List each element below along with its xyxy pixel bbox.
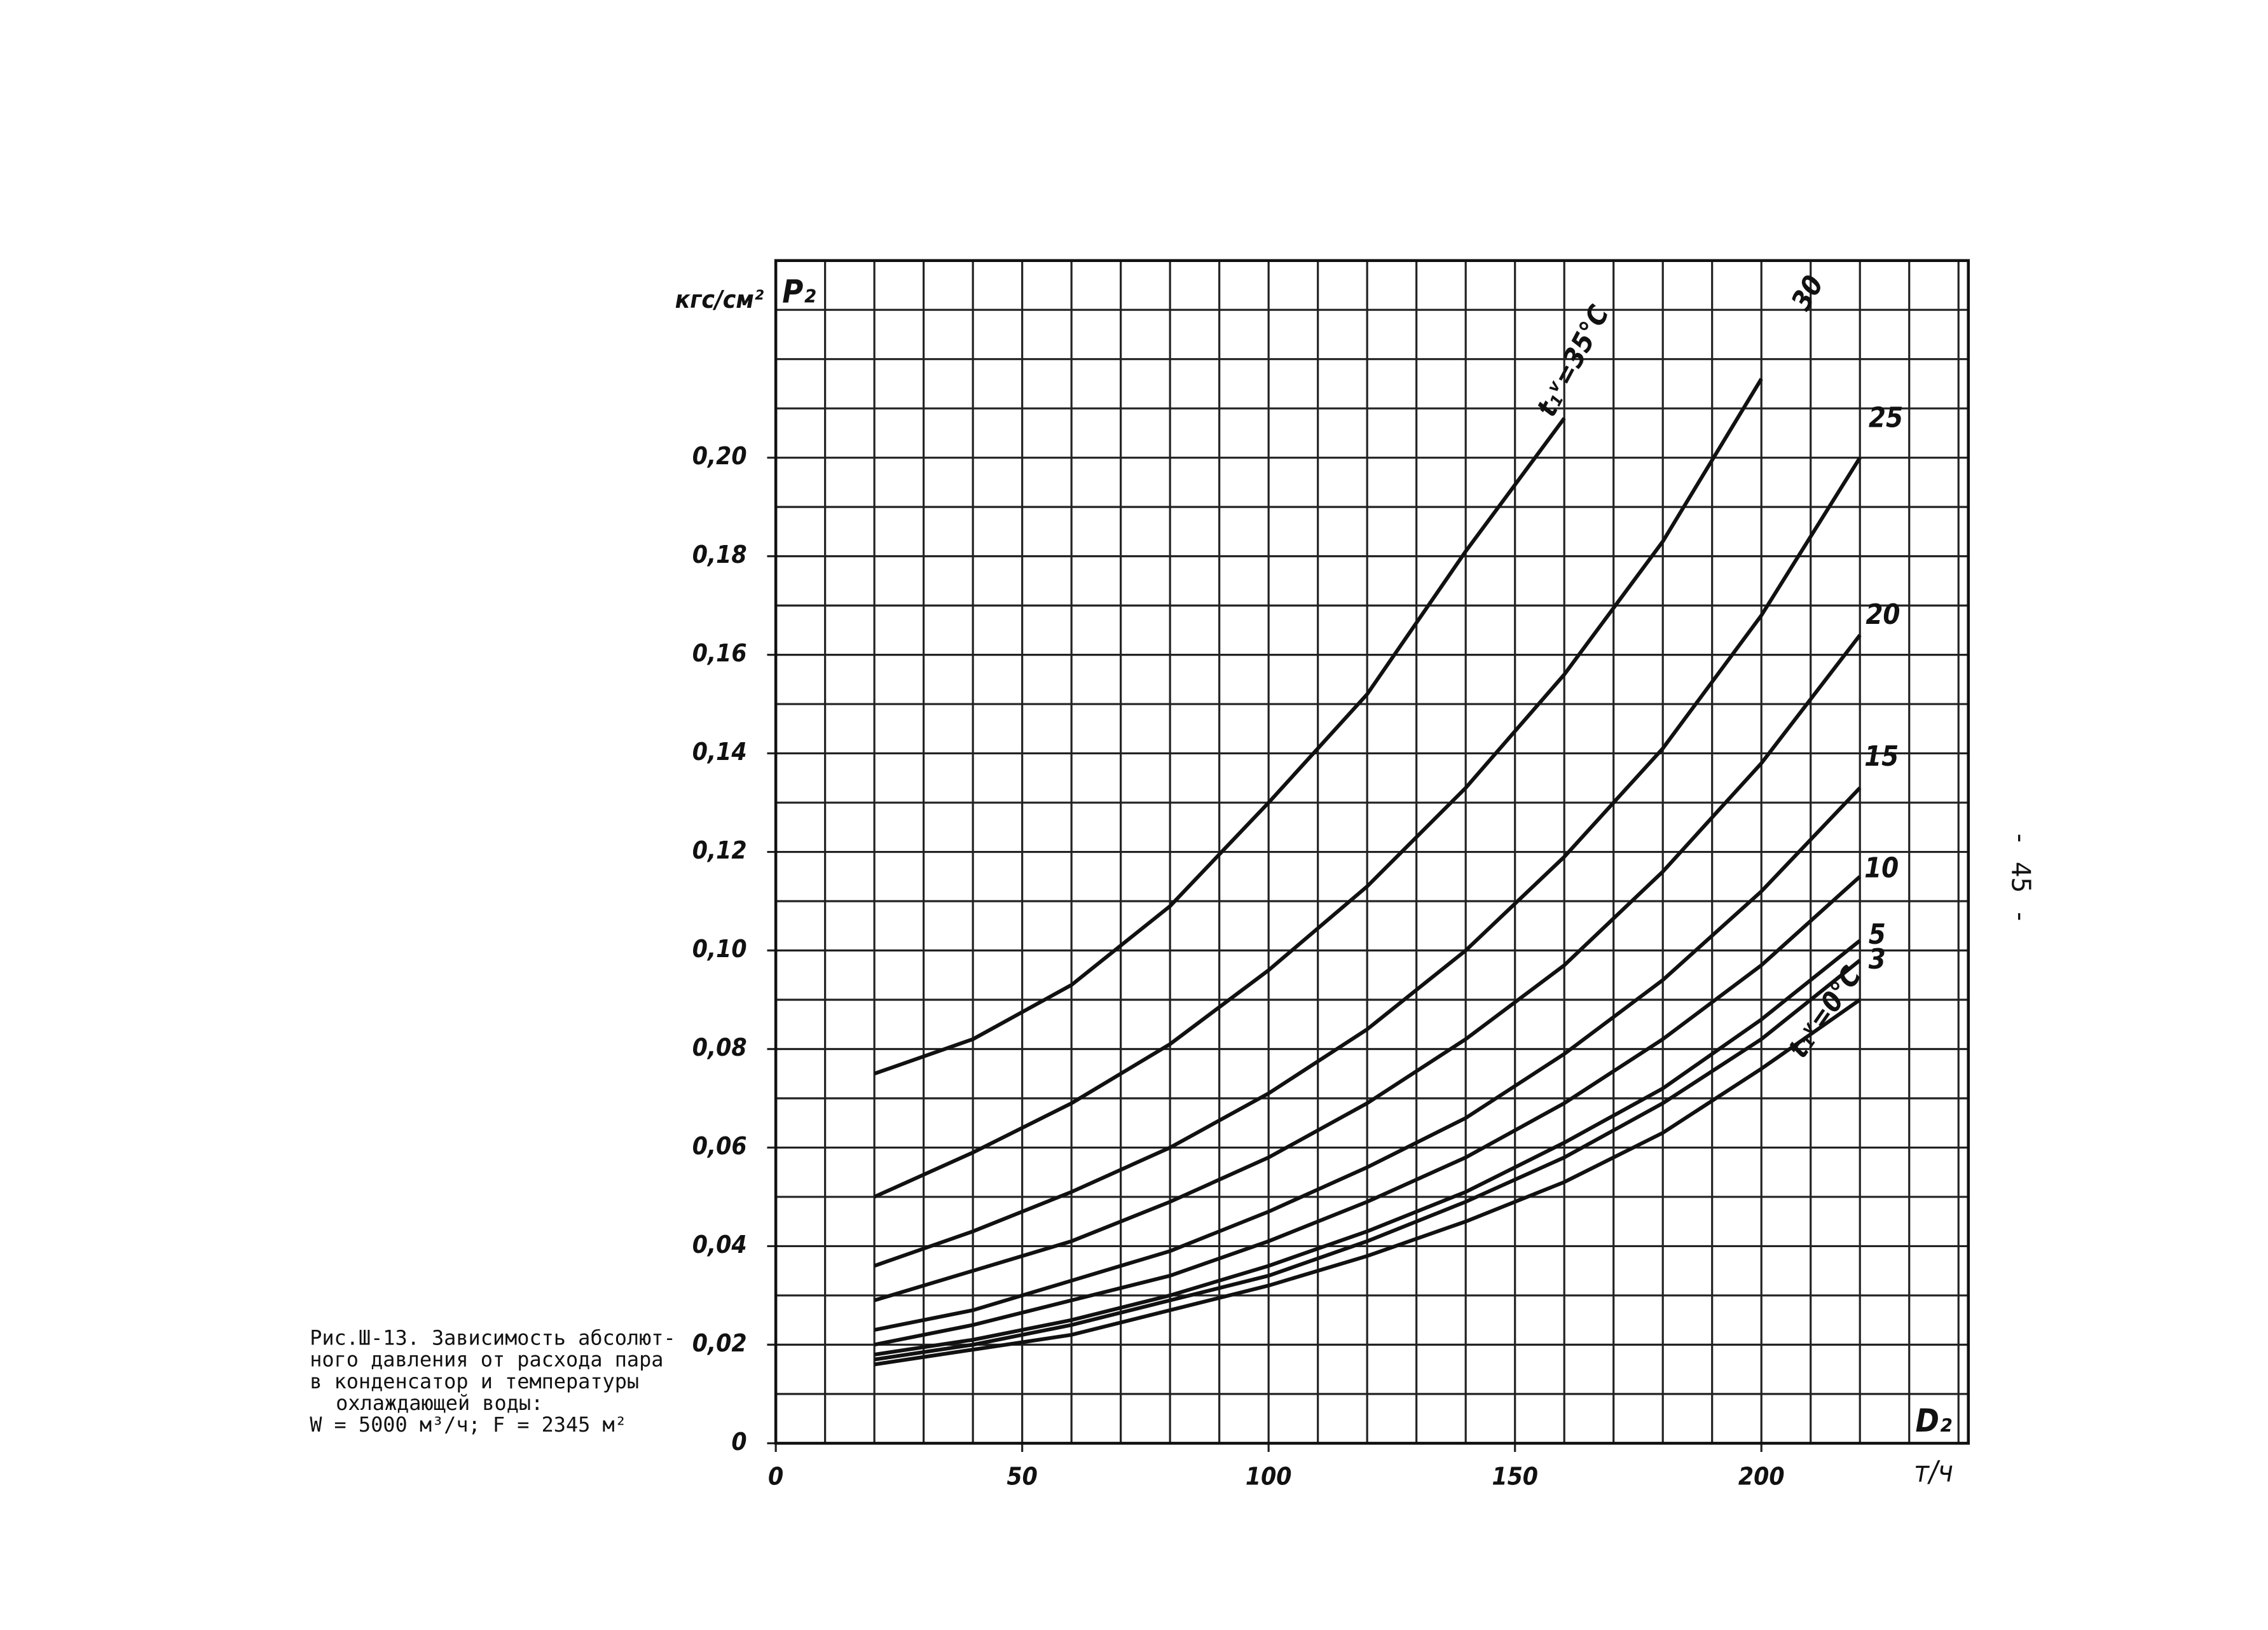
curve [874,958,1862,1362]
y-unit: кгс/см² [675,286,764,314]
x-tick-label: 100 [1246,1462,1292,1491]
caption-line: ного давления от расхода пара [310,1348,663,1372]
curve [874,998,1861,1367]
y-tick-label: 0,14 [692,738,747,766]
x-tick-label: 0 [768,1462,783,1491]
x-tick-label: 50 [1007,1462,1037,1491]
y-tick-label: 0,02 [692,1329,747,1358]
y-label: P₂ [782,273,816,310]
curve [874,786,1862,1332]
y-tick-label: 0,06 [692,1132,747,1161]
x-tick-label: 200 [1738,1462,1785,1491]
x-tick-label: 150 [1492,1462,1538,1491]
curve-label: 5 [1869,919,1886,951]
curve-label: 10 [1864,852,1899,884]
y-tick-label: 0,12 [692,836,747,865]
curve-label: 20 [1866,599,1900,631]
x-label: D₂ [1916,1402,1952,1439]
curve [874,457,1862,1268]
y-tick-label: 0,16 [692,639,747,668]
curve [874,875,1862,1347]
curve [874,633,1862,1302]
caption-line: Рис.Ш-13. Зависимость абсолют- [310,1325,675,1350]
plot-frame [774,259,1970,1445]
y-tick-label: 0,10 [692,935,747,963]
caption-line: охлаждающей воды: [336,1391,543,1415]
page-number: - 45 - [2005,830,2036,924]
caption-line: в конденсатор и температуры [310,1369,639,1393]
curve [873,378,1763,1199]
y-tick-label: 0,08 [692,1033,747,1062]
curve [874,417,1566,1076]
caption-line: W = 5000 м³/ч; F = 2345 м² [310,1412,627,1437]
y-tick-label: 0,20 [692,442,747,471]
y-tick-label: 0 [731,1428,746,1456]
curve [874,939,1862,1357]
curve-label: 15 [1864,741,1899,773]
caption: Рис.Ш-13. Зависимость абсолют-ного давле… [310,1325,675,1437]
curve-label: 25 [1869,403,1903,434]
curve-label: 3 [1869,944,1886,976]
y-tick-label: 0,04 [692,1231,747,1259]
x-unit: т/ч [1914,1455,1953,1489]
y-tick-label: 0,18 [692,541,747,569]
